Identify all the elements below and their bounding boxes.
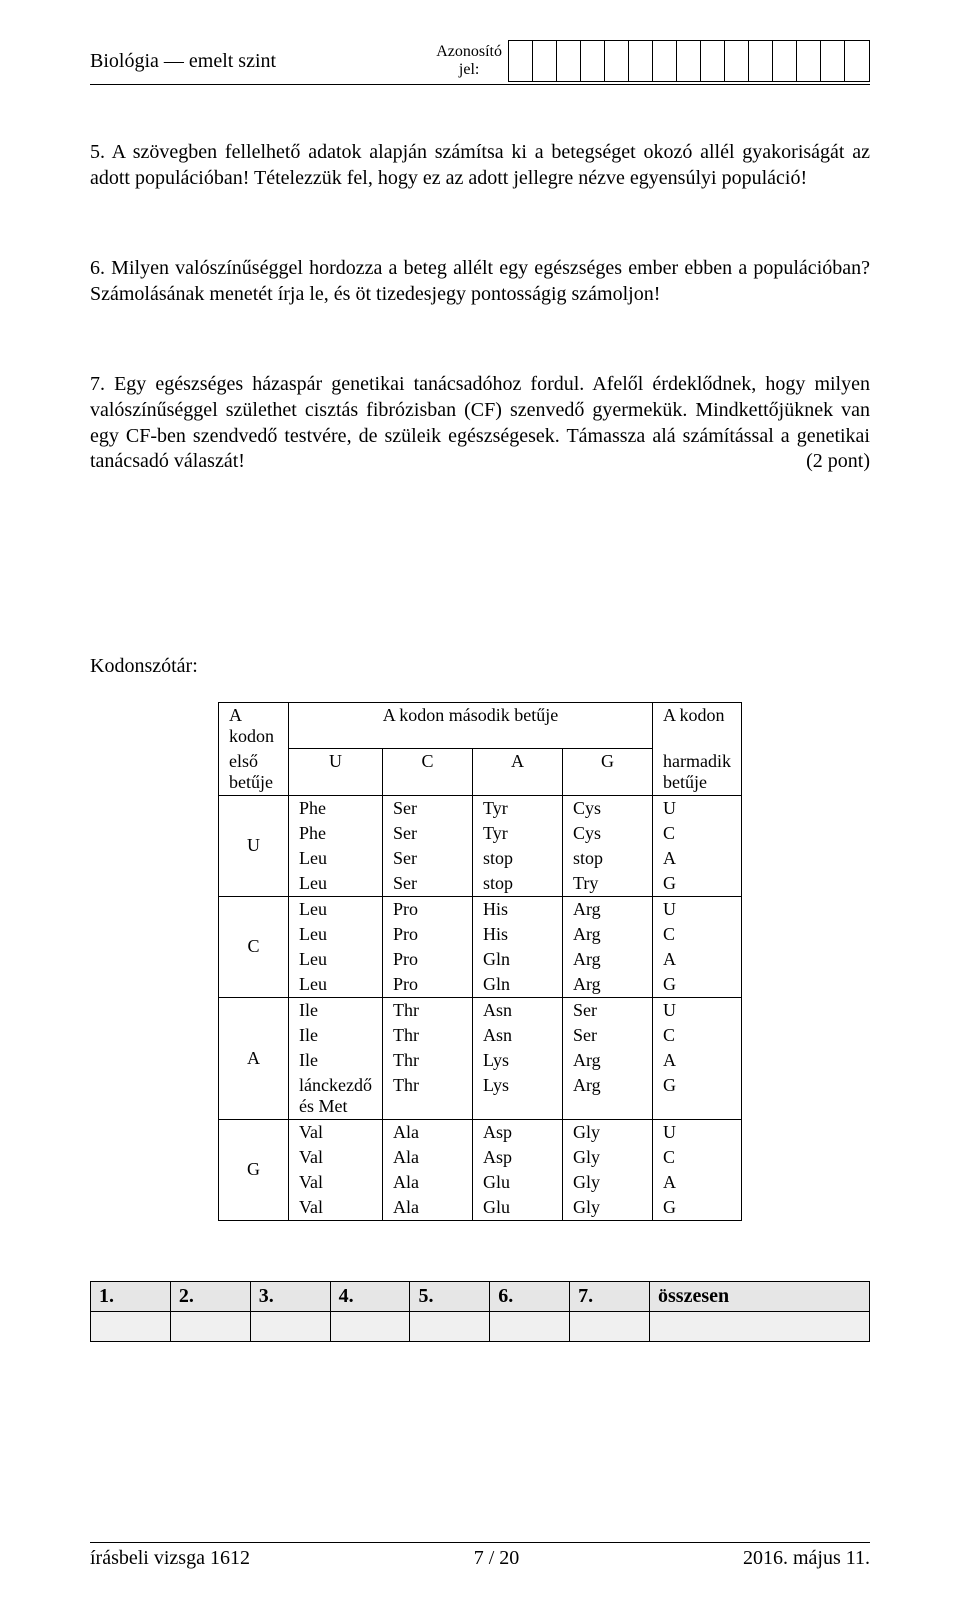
codon-table: A kodonA kodon második betűjeA kodonelső… — [218, 702, 742, 1221]
points-header-cell: 2. — [170, 1281, 250, 1311]
page-header: Biológia — emelt szint Azonosító jel: — [90, 40, 870, 85]
points-blank-cell[interactable] — [91, 1311, 171, 1341]
id-box[interactable] — [653, 41, 677, 81]
points-header-cell: 5. — [410, 1281, 490, 1311]
id-box[interactable] — [725, 41, 749, 81]
question-6: 6. Milyen valószínűséggel hordozza a bet… — [90, 256, 870, 307]
footer-right: 2016. május 11. — [743, 1547, 870, 1570]
id-boxes — [508, 40, 870, 82]
points-blank-cell[interactable] — [330, 1311, 410, 1341]
id-box[interactable] — [701, 41, 725, 81]
page-footer: írásbeli vizsga 1612 7 / 20 2016. május … — [90, 1542, 870, 1570]
points-blank-cell[interactable] — [250, 1311, 330, 1341]
content-area: 5. A szövegben fellelhető adatok alapján… — [90, 140, 870, 1392]
points-header-cell: összesen — [650, 1281, 870, 1311]
question-7-points: (2 pont) — [806, 449, 870, 475]
points-header-cell: 3. — [250, 1281, 330, 1311]
id-box[interactable] — [509, 41, 533, 81]
codon-title: Kodonszótár: — [90, 655, 870, 678]
id-box[interactable] — [581, 41, 605, 81]
id-label: Azonosító jel: — [436, 43, 502, 80]
id-box[interactable] — [533, 41, 557, 81]
id-box[interactable] — [821, 41, 845, 81]
question-5: 5. A szövegben fellelhető adatok alapján… — [90, 140, 870, 191]
id-box[interactable] — [629, 41, 653, 81]
id-box[interactable] — [773, 41, 797, 81]
points-header-cell: 1. — [91, 1281, 171, 1311]
points-header-cell: 4. — [330, 1281, 410, 1311]
points-blank-row — [91, 1311, 870, 1341]
id-box[interactable] — [677, 41, 701, 81]
id-box[interactable] — [845, 41, 869, 81]
question-7: 7. Egy egészséges házaspár genetikai tan… — [90, 372, 870, 474]
points-table: 1.2.3.4.5.6.7.összesen — [90, 1281, 870, 1342]
id-box[interactable] — [605, 41, 629, 81]
points-blank-cell[interactable] — [170, 1311, 250, 1341]
footer-center: 7 / 20 — [474, 1547, 520, 1570]
subject-label: Biológia — emelt szint — [90, 40, 276, 73]
id-box[interactable] — [557, 41, 581, 81]
points-blank-cell[interactable] — [410, 1311, 490, 1341]
points-blank-cell[interactable] — [490, 1311, 570, 1341]
points-blank-cell[interactable] — [570, 1311, 650, 1341]
points-header-row: 1.2.3.4.5.6.7.összesen — [91, 1281, 870, 1311]
points-blank-cell[interactable] — [650, 1311, 870, 1341]
id-box[interactable] — [797, 41, 821, 81]
points-header-cell: 7. — [570, 1281, 650, 1311]
id-box[interactable] — [749, 41, 773, 81]
footer-left: írásbeli vizsga 1612 — [90, 1547, 250, 1570]
points-header-cell: 6. — [490, 1281, 570, 1311]
id-block: Azonosító jel: — [436, 40, 870, 82]
